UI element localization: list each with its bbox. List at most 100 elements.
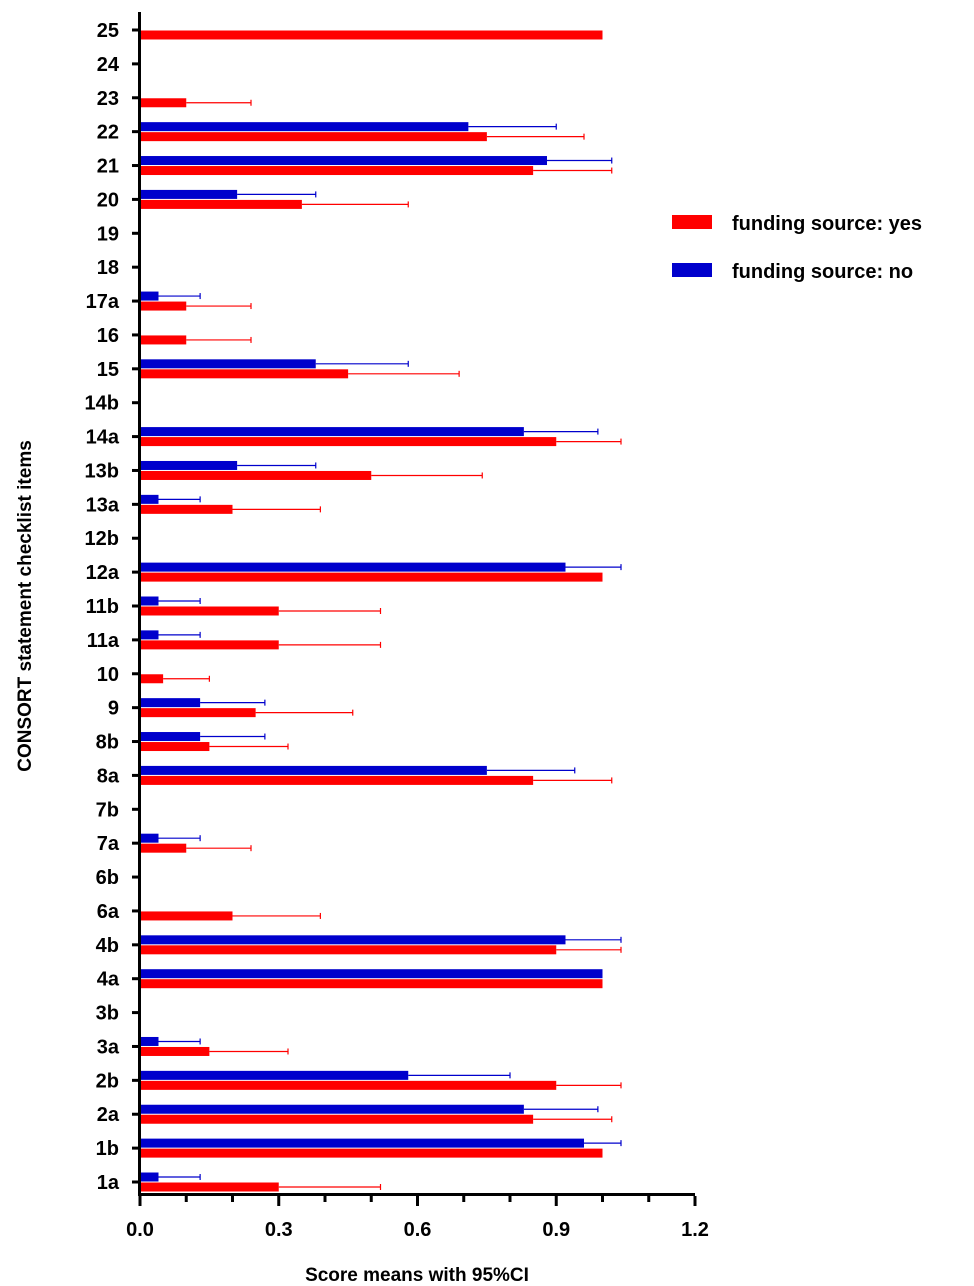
y-tick-label: 10 bbox=[97, 664, 119, 686]
y-axis-ticks: 1a 1b 2a 2b 3a 3b 4a 4b 6a 6b 7a 7b 8a 8b 9 10 11a 11b 12a… bbox=[85, 20, 139, 1194]
y-tick-label: 17a bbox=[86, 291, 120, 313]
y-tick-label: 14b bbox=[85, 393, 119, 415]
y-tick-label: 21 bbox=[97, 156, 119, 178]
bar-funding-no bbox=[140, 833, 159, 843]
x-tick-label: 1.2 bbox=[681, 1219, 709, 1241]
bar-funding-yes bbox=[140, 301, 187, 311]
bar-funding-yes bbox=[140, 335, 187, 345]
bar-funding-yes bbox=[140, 640, 279, 650]
bars-layer bbox=[140, 30, 603, 1192]
y-tick-label: 24 bbox=[97, 54, 120, 76]
bar-funding-yes bbox=[140, 606, 279, 616]
y-tick-label: 3a bbox=[97, 1036, 120, 1058]
bar-funding-yes bbox=[140, 1182, 279, 1192]
bar-funding-yes bbox=[140, 708, 256, 718]
y-tick-label: 16 bbox=[97, 325, 119, 347]
y-axis-title: CONSORT statement checklist items bbox=[15, 440, 36, 772]
bar-funding-yes bbox=[140, 674, 164, 684]
bar-funding-no bbox=[140, 122, 469, 132]
bar-funding-yes bbox=[140, 166, 534, 176]
y-tick-label: 7a bbox=[97, 833, 120, 855]
legend-label-yes: funding source: yes bbox=[732, 213, 922, 235]
bar-funding-no bbox=[140, 1070, 409, 1080]
bar-funding-yes bbox=[140, 30, 603, 40]
bar-funding-yes bbox=[140, 775, 534, 785]
y-tick-label: 18 bbox=[97, 257, 119, 279]
y-tick-label: 4a bbox=[97, 969, 120, 991]
bar-funding-yes bbox=[140, 911, 233, 921]
x-tick-label: 0.6 bbox=[404, 1219, 432, 1241]
legend-swatch-no bbox=[672, 263, 712, 277]
y-tick-label: 1a bbox=[97, 1172, 120, 1194]
y-tick-label: 23 bbox=[97, 88, 119, 110]
y-tick-label: 12a bbox=[86, 562, 120, 584]
bar-funding-yes bbox=[140, 572, 603, 582]
y-tick-label: 4b bbox=[96, 935, 119, 957]
y-tick-label: 8a bbox=[97, 765, 120, 787]
x-tick-label: 0.9 bbox=[542, 1219, 570, 1241]
bar-funding-yes bbox=[140, 199, 302, 209]
bar-funding-yes bbox=[140, 945, 557, 955]
bar-funding-yes bbox=[140, 1080, 557, 1090]
bar-funding-no bbox=[140, 291, 159, 301]
bar-funding-yes bbox=[140, 369, 349, 379]
bar-funding-no bbox=[140, 1172, 159, 1182]
bar-funding-no bbox=[140, 630, 159, 640]
x-axis-title: Score means with 95%CI bbox=[305, 1265, 529, 1286]
legend-swatch-yes bbox=[672, 215, 712, 229]
y-tick-label: 3b bbox=[96, 1003, 119, 1025]
y-tick-label: 13b bbox=[85, 460, 119, 482]
legend-label-no: funding source: no bbox=[732, 261, 913, 283]
bar-funding-yes bbox=[140, 437, 557, 447]
y-tick-label: 2a bbox=[97, 1104, 120, 1126]
bar-funding-yes bbox=[140, 1148, 603, 1158]
bar-funding-yes bbox=[140, 843, 187, 853]
bar-funding-no bbox=[140, 969, 603, 979]
bar-funding-yes bbox=[140, 504, 233, 514]
y-tick-label: 9 bbox=[108, 698, 119, 720]
x-tick-label: 0.3 bbox=[265, 1219, 293, 1241]
bar-funding-no bbox=[140, 189, 238, 199]
y-tick-label: 7b bbox=[96, 799, 119, 821]
bar-funding-no bbox=[140, 359, 316, 369]
bar-funding-no bbox=[140, 1036, 159, 1046]
bar-funding-yes bbox=[140, 979, 603, 989]
bar-funding-no bbox=[140, 698, 201, 708]
bar-funding-no bbox=[140, 427, 524, 437]
y-tick-label: 13a bbox=[86, 494, 120, 516]
bar-funding-yes bbox=[140, 742, 210, 752]
bar-funding-yes bbox=[140, 1046, 210, 1056]
y-tick-label: 1b bbox=[96, 1138, 119, 1160]
bar-funding-yes bbox=[140, 132, 487, 142]
y-tick-label: 25 bbox=[97, 20, 119, 42]
y-tick-label: 6a bbox=[97, 901, 120, 923]
y-tick-label: 11b bbox=[86, 596, 119, 618]
bar-funding-no bbox=[140, 765, 487, 775]
y-tick-label: 15 bbox=[97, 359, 119, 381]
bar-funding-yes bbox=[140, 98, 187, 108]
bar-funding-no bbox=[140, 1138, 584, 1148]
y-tick-label: 19 bbox=[97, 223, 119, 245]
y-tick-label: 11a bbox=[87, 630, 120, 652]
bar-funding-no bbox=[140, 935, 566, 945]
y-tick-label: 8b bbox=[96, 732, 119, 754]
y-tick-label: 2b bbox=[96, 1070, 119, 1092]
bar-funding-yes bbox=[140, 1114, 534, 1124]
error-bars-layer bbox=[158, 99, 622, 1190]
bar-funding-no bbox=[140, 494, 159, 504]
bar-funding-no bbox=[140, 596, 159, 606]
bar-funding-no bbox=[140, 562, 566, 572]
x-tick-label: 0.0 bbox=[126, 1219, 154, 1241]
y-tick-label: 12b bbox=[85, 528, 119, 550]
legend: funding source: yes funding source: no bbox=[672, 213, 922, 283]
bar-funding-yes bbox=[140, 470, 372, 480]
bar-funding-no bbox=[140, 460, 238, 470]
y-tick-label: 6b bbox=[96, 867, 119, 889]
bar-funding-no bbox=[140, 156, 547, 166]
y-tick-label: 22 bbox=[97, 122, 119, 144]
x-axis-ticks: 0.0 0.3 0.6 0.9 1.2 bbox=[126, 1196, 709, 1241]
bar-funding-no bbox=[140, 732, 201, 742]
y-tick-label: 20 bbox=[97, 189, 119, 211]
bar-funding-no bbox=[140, 1104, 524, 1114]
